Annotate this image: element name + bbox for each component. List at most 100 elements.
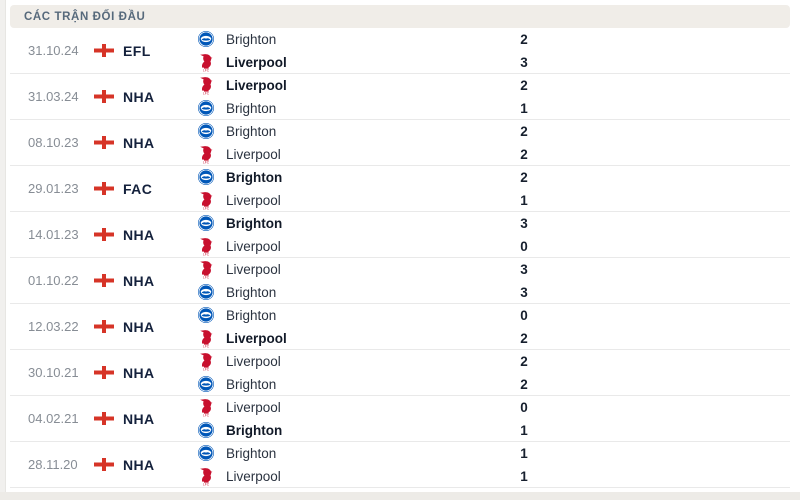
team-row: LFC Liverpool 1 (198, 189, 790, 212)
svg-text:LFC: LFC (203, 160, 210, 163)
competition-code: NHA (123, 88, 155, 105)
teams-column: Brighton 0 LFC Liverpool 2 (198, 304, 790, 350)
brighton-logo-icon (198, 307, 214, 323)
match-row: 29.01.23 FAC Brighton 2 LFC (10, 166, 790, 212)
match-date: 30.10.21 (28, 365, 79, 380)
team-score: 1 (520, 422, 528, 438)
brighton-logo-icon (198, 376, 214, 392)
team-row: Brighton 2 (198, 166, 790, 189)
svg-text:LFC: LFC (203, 482, 210, 485)
team-score: 3 (520, 284, 528, 300)
competition-code: NHA (123, 226, 155, 243)
team-row: LFC Liverpool 2 (198, 350, 790, 373)
svg-text:LFC: LFC (203, 206, 210, 209)
liverpool-logo-icon: LFC (198, 329, 214, 348)
england-flag-icon (94, 412, 114, 425)
team-score: 2 (520, 123, 528, 139)
competition: NHA (94, 411, 198, 427)
team-score: 1 (520, 100, 528, 116)
teams-column: LFC Liverpool 3 Brighton 3 (198, 258, 790, 304)
liverpool-logo-icon: LFC (198, 76, 214, 95)
competition-code: NHA (123, 272, 155, 289)
brighton-logo-icon (198, 30, 214, 49)
england-flag-icon (94, 90, 114, 103)
liverpool-logo-icon: LFC (200, 53, 213, 72)
match-row: 04.02.21 NHA LFC Liverpool 0 (10, 396, 790, 442)
team-score: 1 (520, 445, 528, 461)
brighton-logo-icon (198, 284, 214, 300)
team-score: 2 (520, 146, 528, 162)
liverpool-logo-icon: LFC (200, 191, 213, 210)
match-date: 28.11.20 (28, 457, 78, 472)
brighton-logo-icon (198, 375, 214, 394)
team-row: LFC Liverpool 1 (198, 465, 790, 488)
liverpool-logo-icon: LFC (198, 145, 214, 164)
liverpool-logo-icon: LFC (200, 398, 213, 417)
team-row: LFC Liverpool 2 (198, 327, 790, 350)
competition-code: NHA (123, 318, 155, 335)
match-row: 31.10.24 EFL Brighton 2 LFC (10, 28, 790, 74)
team-row: Brighton 2 (198, 120, 790, 143)
competition-code: NHA (123, 134, 155, 151)
team-score: 3 (520, 215, 528, 231)
team-name: Brighton (226, 31, 277, 47)
svg-text:LFC: LFC (203, 344, 210, 347)
team-row: Brighton 1 (198, 419, 790, 442)
team-score: 1 (520, 192, 528, 208)
svg-text:LFC: LFC (203, 91, 210, 94)
teams-column: LFC Liverpool 0 Brighton 1 (198, 396, 790, 442)
team-row: LFC Liverpool 2 (198, 143, 790, 166)
team-name: Brighton (226, 307, 277, 323)
team-name: Brighton (226, 445, 277, 461)
team-row: Brighton 2 (198, 28, 790, 51)
team-name: Liverpool (226, 77, 287, 93)
match-row: 30.10.21 NHA LFC Liverpool 2 (10, 350, 790, 396)
match-row: 12.03.22 NHA Brighton 0 LFC (10, 304, 790, 350)
team-row: LFC Liverpool 3 (198, 51, 790, 74)
section-header: CÁC TRẬN ĐỐI ĐẦU (10, 5, 790, 28)
team-row: LFC Liverpool 3 (198, 258, 790, 281)
team-name: Liverpool (226, 238, 281, 254)
competition-code: EFL (123, 42, 151, 59)
team-score: 2 (520, 353, 528, 369)
england-flag-icon (94, 458, 114, 471)
match-date: 01.10.22 (28, 273, 79, 288)
team-score: 1 (520, 468, 528, 484)
teams-column: Brighton 2 LFC Liverpool 2 (198, 120, 790, 166)
brighton-logo-icon (198, 445, 214, 461)
brighton-logo-icon (198, 421, 214, 440)
team-row: LFC Liverpool 0 (198, 396, 790, 419)
team-score: 3 (520, 54, 528, 70)
competition: NHA (94, 89, 198, 105)
team-score: 2 (520, 31, 528, 47)
liverpool-logo-icon: LFC (200, 145, 213, 164)
team-name: Brighton (226, 100, 277, 116)
svg-text:LFC: LFC (203, 252, 210, 255)
competition-code: NHA (123, 410, 155, 427)
competition: NHA (94, 135, 198, 151)
competition: NHA (94, 319, 198, 335)
svg-text:LFC: LFC (203, 275, 210, 278)
brighton-logo-icon (198, 444, 214, 463)
team-score: 2 (520, 77, 528, 93)
svg-text:LFC: LFC (203, 367, 210, 370)
competition: FAC (94, 181, 198, 197)
team-row: Brighton 3 (198, 281, 790, 304)
team-name: Liverpool (226, 54, 287, 70)
match-row: 31.03.24 NHA LFC Liverpool 2 (10, 74, 790, 120)
brighton-logo-icon (198, 422, 214, 438)
team-row: Brighton 2 (198, 373, 790, 396)
brighton-logo-icon (198, 215, 214, 231)
svg-text:LFC: LFC (203, 68, 210, 71)
match-list: 31.10.24 EFL Brighton 2 LFC (10, 28, 790, 488)
england-flag-icon (94, 44, 114, 57)
teams-column: Brighton 2 LFC Liverpool 3 (198, 28, 790, 74)
liverpool-logo-icon: LFC (198, 352, 214, 371)
team-name: Liverpool (226, 192, 281, 208)
team-name: Liverpool (226, 353, 281, 369)
team-row: Brighton 1 (198, 442, 790, 465)
team-score: 2 (520, 330, 528, 346)
brighton-logo-icon (198, 99, 214, 118)
brighton-logo-icon (198, 306, 214, 325)
team-row: Brighton 0 (198, 304, 790, 327)
